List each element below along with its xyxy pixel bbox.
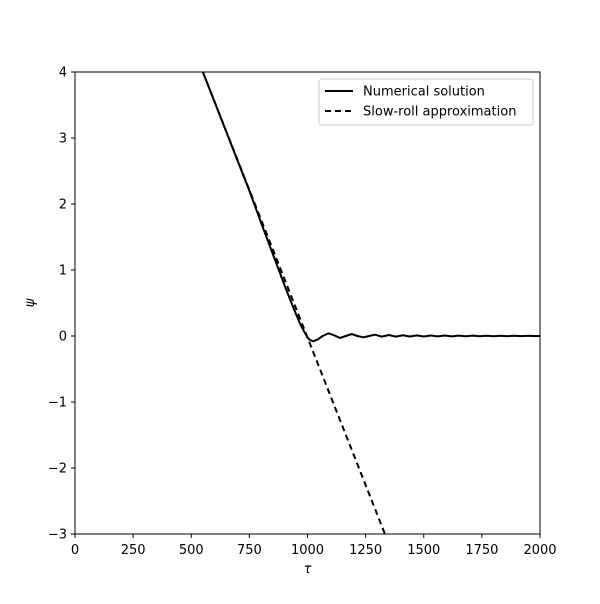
series-line-slow-roll-approximation	[201, 72, 386, 534]
x-tick-label: 750	[237, 543, 262, 558]
series-layer	[201, 72, 540, 534]
legend: Numerical solution Slow-roll approximati…	[318, 78, 534, 126]
y-tick-label: 3	[59, 132, 67, 147]
x-axis-ticks: 0 250 500 750 1000 1250 1500 1750 2000	[71, 534, 557, 558]
x-tick-label: 250	[121, 543, 146, 558]
legend-label-slow-roll-approximation: Slow-roll approximation	[363, 105, 516, 120]
y-tick-label: 0	[59, 330, 67, 345]
x-tick-label: 2000	[523, 543, 556, 558]
y-tick-label: −3	[48, 528, 67, 543]
y-tick-label: −1	[48, 396, 67, 411]
x-tick-label: 1500	[407, 543, 440, 558]
y-tick-label: 1	[59, 264, 67, 279]
x-tick-label: 1000	[291, 543, 324, 558]
x-axis-label: τ	[304, 562, 312, 577]
x-tick-label: 1250	[349, 543, 382, 558]
x-tick-label: 0	[71, 543, 79, 558]
x-tick-label: 500	[179, 543, 204, 558]
legend-box	[318, 78, 534, 126]
plot-area	[75, 72, 540, 534]
legend-label-numerical-solution: Numerical solution	[363, 85, 485, 100]
y-tick-label: 2	[59, 198, 67, 213]
x-tick-label: 1750	[465, 543, 498, 558]
y-axis-label: ψ	[23, 298, 38, 307]
y-tick-label: −2	[48, 462, 67, 477]
y-axis-ticks: −3 −2 −1 0 1 2 3 4	[48, 66, 75, 543]
y-tick-label: 4	[59, 66, 67, 81]
series-line-numerical-solution	[201, 72, 540, 343]
